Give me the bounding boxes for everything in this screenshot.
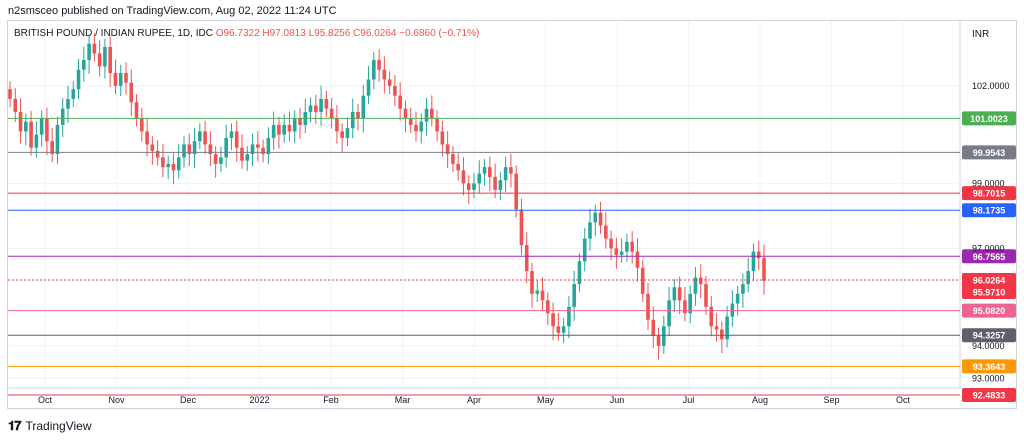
chart-legend: BRITISH POUND / INDIAN RUPEE, 1D, IDC O9… bbox=[14, 28, 479, 39]
legend-close: C96.0264 bbox=[353, 28, 397, 39]
legend-open: O96.7322 bbox=[215, 28, 260, 39]
legend-change: −0.6860 (−0.71%) bbox=[399, 28, 480, 39]
legend-low: L95.8256 bbox=[308, 28, 351, 39]
tradingview-logo-icon: 𝟏𝟕 bbox=[8, 418, 22, 433]
publisher-line: n2smsceo published on TradingView.com, A… bbox=[8, 5, 337, 17]
chart-frame[interactable] bbox=[7, 20, 1017, 409]
logo-text: TradingView bbox=[25, 419, 92, 433]
tradingview-logo: 𝟏𝟕 TradingView bbox=[8, 418, 92, 434]
legend-high: H97.0813 bbox=[262, 28, 306, 39]
legend-symbol: BRITISH POUND / INDIAN RUPEE, 1D, IDC bbox=[14, 28, 213, 39]
